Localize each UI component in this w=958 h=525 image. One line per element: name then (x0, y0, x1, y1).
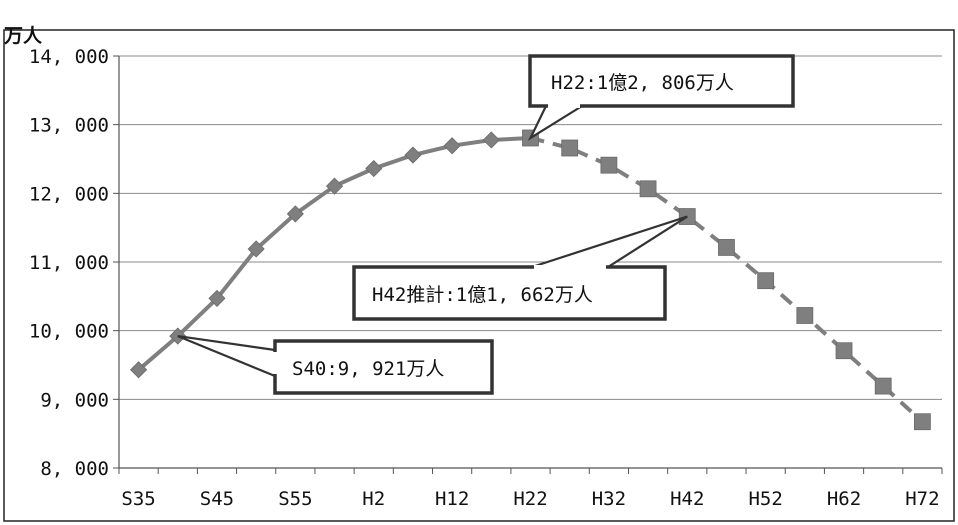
x-tick-label: H32 (592, 488, 626, 510)
data-point-square (640, 181, 656, 197)
y-tick-label: 11, 000 (29, 252, 109, 274)
data-point-diamond (366, 161, 382, 177)
callout-pointer (531, 106, 583, 138)
data-point-square (914, 414, 930, 430)
series-line (139, 138, 531, 370)
x-tick-label: H62 (827, 488, 861, 510)
x-tick-label: H42 (670, 488, 704, 510)
y-tick-label: 12, 000 (29, 183, 109, 205)
x-tick-label: H2 (362, 488, 385, 510)
data-point-diamond (483, 132, 499, 148)
callout-label: H42推計:1億1, 662万人 (372, 284, 593, 306)
data-point-square (836, 343, 852, 359)
data-point-square (797, 307, 813, 323)
data-point-square (601, 157, 617, 173)
callout-label: H22:1億2, 806万人 (551, 72, 734, 94)
x-tick-label: H12 (435, 488, 469, 510)
y-tick-label: 8, 000 (40, 458, 109, 480)
callout-pointer (178, 336, 275, 376)
y-tick-label: 13, 000 (29, 115, 109, 137)
y-tick-label: 10, 000 (29, 321, 109, 343)
callout-label: S40:9, 921万人 (292, 358, 444, 380)
data-point-diamond (444, 138, 460, 154)
y-tick-label: 14, 000 (29, 46, 109, 68)
x-tick-label: H22 (513, 488, 547, 510)
data-point-square (562, 140, 578, 156)
y-unit-label: 万人 (3, 25, 43, 47)
x-tick-label: S35 (121, 488, 155, 510)
data-point-square (758, 273, 774, 289)
x-tick-label: S45 (200, 488, 234, 510)
callout-pointer (532, 217, 687, 267)
data-point-square (718, 239, 734, 255)
data-point-diamond (405, 147, 421, 163)
x-tick-label: H72 (905, 488, 939, 510)
x-tick-label: S55 (278, 488, 312, 510)
y-tick-label: 9, 000 (40, 389, 109, 411)
x-tick-label: H52 (748, 488, 782, 510)
data-point-square (875, 378, 891, 394)
